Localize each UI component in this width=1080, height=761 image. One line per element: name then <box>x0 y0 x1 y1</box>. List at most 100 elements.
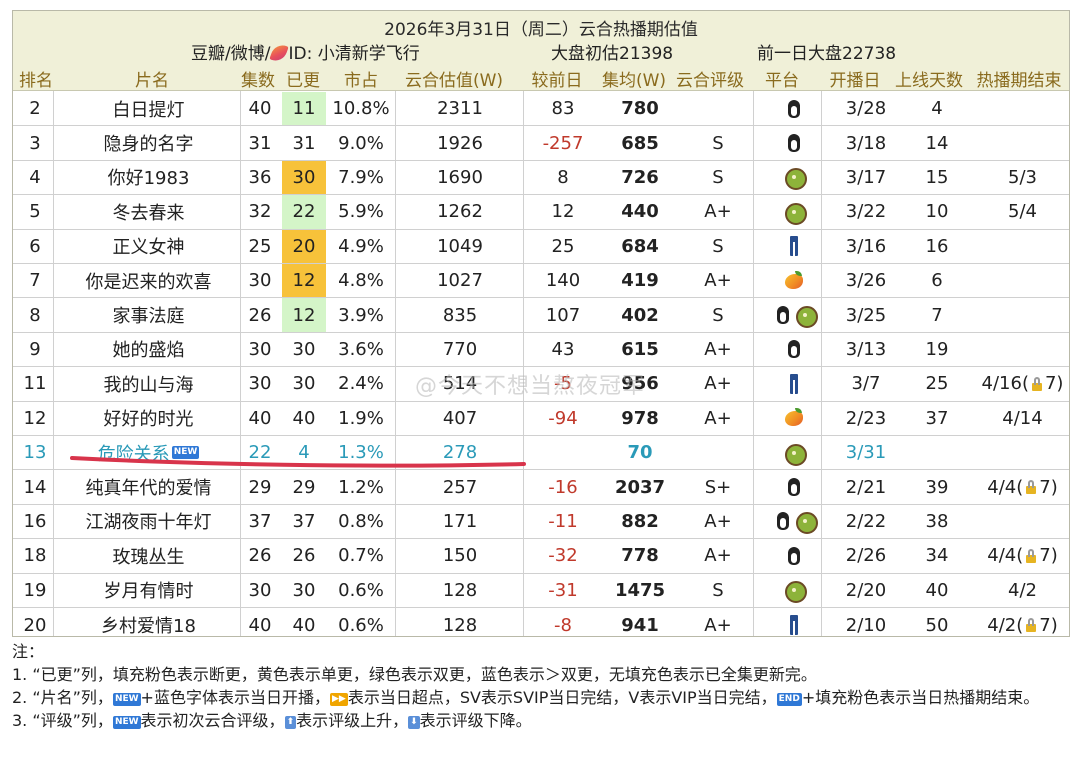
col-value: 云合估值(W) <box>404 71 504 91</box>
cell-delta: 25 <box>551 235 575 257</box>
new-badge-icon: NEW <box>112 693 141 706</box>
penguin-icon <box>773 511 793 531</box>
cell-rating: A+ <box>704 338 732 360</box>
cell-rank: 14 <box>23 476 47 498</box>
cell-rating: S <box>712 304 724 326</box>
cell-updated: 30 <box>292 373 316 395</box>
cell-value: 171 <box>442 510 478 532</box>
cell-episodes: 22 <box>248 442 272 464</box>
fast-forward-icon: ▶▶ <box>329 693 348 706</box>
cell-avg: 402 <box>621 304 659 326</box>
cell-value: 150 <box>442 545 478 567</box>
cell-episodes: 25 <box>248 235 272 257</box>
cell-end <box>976 92 1069 125</box>
cell-updated: 40 <box>292 614 316 636</box>
cell-share: 1.2% <box>338 476 384 498</box>
initial-estimate: 大盘初估21398 <box>551 44 674 64</box>
cell-platform <box>757 126 831 159</box>
cell-days: 19 <box>925 338 949 360</box>
cell-avg: 780 <box>621 98 659 120</box>
kiwi-icon <box>784 167 807 191</box>
cell-share: 9.0% <box>338 132 384 154</box>
cell-end: 4/4(7) <box>987 476 1058 498</box>
cell-episodes: 37 <box>248 510 272 532</box>
mango-icon <box>784 408 804 428</box>
cell-start: 3/22 <box>845 201 887 223</box>
cell-end <box>976 230 1069 263</box>
cell-value: 514 <box>442 373 478 395</box>
col-delta: 较前日 <box>531 71 583 91</box>
cell-episodes: 40 <box>248 98 272 120</box>
cell-avg: 726 <box>621 166 659 188</box>
table-row: 4 你好1983 36 30 7.9% 1690 8 726 S 3/17 15 5/3 <box>13 160 1069 196</box>
kiwi-icon <box>795 511 818 535</box>
cell-platform <box>757 333 831 366</box>
table-header: 2026年3月31日（周二）云合热播期估值 豆瓣/微博/ID: 小清新学飞行 大… <box>13 11 1069 91</box>
cell-delta: 140 <box>545 270 581 292</box>
cell-rating: S+ <box>704 476 732 498</box>
arrow-down-icon: ⬇ <box>408 716 420 729</box>
cell-name: 冬去春来 <box>57 195 240 228</box>
cell-platform <box>757 608 831 642</box>
cell-delta: -8 <box>554 614 572 636</box>
cell-value: 1690 <box>437 166 483 188</box>
cell-platform <box>757 539 831 572</box>
cell-end: 4/16(7) <box>981 373 1064 395</box>
cell-name: 家事法庭 <box>57 298 240 331</box>
cell-end: 4/4(7) <box>987 545 1058 567</box>
cell-rank: 19 <box>23 579 47 601</box>
notes-heading: 注： <box>12 642 45 661</box>
cell-episodes: 40 <box>248 407 272 429</box>
cell-platform <box>757 195 831 228</box>
cell-end: 5/3 <box>1008 166 1037 188</box>
cell-rank: 8 <box>29 304 41 326</box>
col-avg: 集均(W) <box>601 71 667 91</box>
cell-share: 1.9% <box>338 407 384 429</box>
cell-episodes: 31 <box>248 132 272 154</box>
cell-end: 4/2 <box>1008 579 1037 601</box>
cell-start: 3/25 <box>845 304 887 326</box>
table-row: 2 白日提灯 40 11 10.8% 2311 83 780 3/28 4 <box>13 92 1069 127</box>
cell-end <box>976 126 1069 159</box>
show-title: 白日提灯 <box>112 99 185 121</box>
col-end: 热播期结束 <box>976 71 1062 91</box>
cell-value: 257 <box>442 476 478 498</box>
cell-share: 0.6% <box>338 579 384 601</box>
show-title: 你是迟来的欢喜 <box>85 271 212 293</box>
penguin-icon <box>784 133 804 153</box>
cell-days: 7 <box>931 304 943 326</box>
cell-days: 50 <box>925 614 949 636</box>
cell-value: 1926 <box>437 132 483 154</box>
cell-platform <box>757 298 831 331</box>
leaf-icon <box>269 42 290 64</box>
cell-share: 2.4% <box>338 373 384 395</box>
cell-delta: 107 <box>545 304 581 326</box>
cell-avg: 882 <box>621 510 659 532</box>
show-title: 好好的时光 <box>103 409 194 431</box>
cell-platform <box>757 264 831 297</box>
table-row: 18 玫瑰丛生 26 26 0.7% 150 -32 778 A+ 2/26 34 4/4(7) <box>13 539 1069 574</box>
lock-icon <box>1031 376 1043 391</box>
cell-value: 835 <box>442 304 478 326</box>
cell-updated: 30 <box>292 579 316 601</box>
cell-value: 128 <box>442 614 478 636</box>
red-underline-annotation <box>70 456 526 468</box>
cell-start: 3/26 <box>845 270 887 292</box>
table-title: 2026年3月31日（周二）云合热播期估值 <box>384 20 698 40</box>
cell-name: 岁月有情时 <box>57 574 240 607</box>
kiwi-icon <box>784 580 807 604</box>
new-badge-icon: NEW <box>112 716 141 729</box>
cell-start: 3/17 <box>845 166 887 188</box>
cell-value: 407 <box>442 407 478 429</box>
cell-name: 江湖夜雨十年灯 <box>57 505 240 538</box>
cell-updated: 12 <box>282 298 326 332</box>
cell-rank: 4 <box>29 166 41 188</box>
cell-episodes: 40 <box>248 614 272 636</box>
cell-name: 你是迟来的欢喜 <box>57 264 240 297</box>
cell-days: 25 <box>925 373 949 395</box>
table-row: 5 冬去春来 32 22 5.9% 1262 12 440 A+ 3/22 10 5/4 <box>13 195 1069 230</box>
cell-value: 278 <box>442 442 478 464</box>
cell-start: 3/31 <box>845 442 887 464</box>
cell-days: 39 <box>925 476 949 498</box>
cell-value: 1027 <box>437 270 483 292</box>
